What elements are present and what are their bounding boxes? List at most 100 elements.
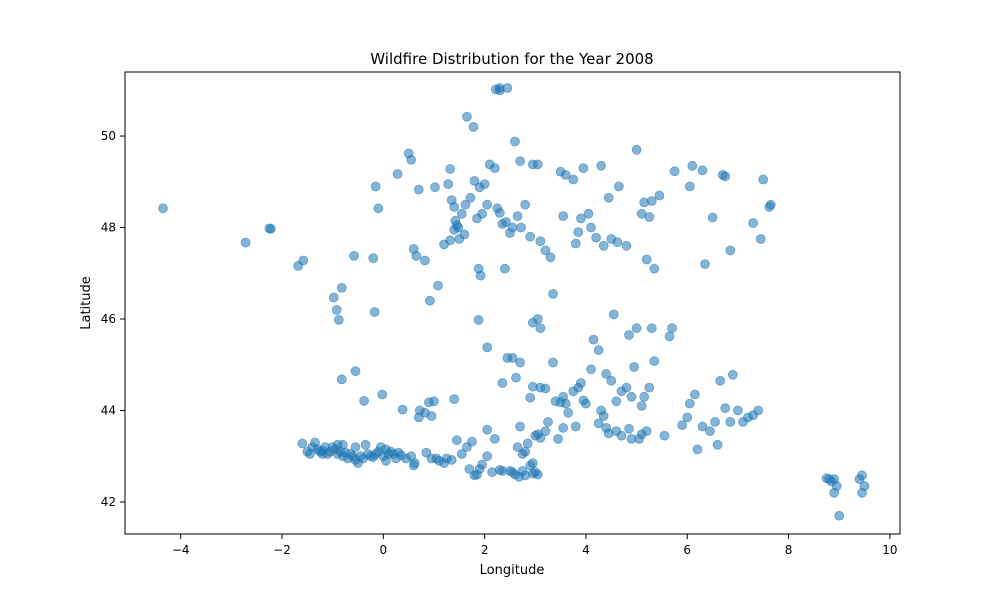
- data-point: [406, 154, 417, 165]
- data-point: [512, 442, 523, 453]
- y-tick-label: 50: [101, 129, 116, 143]
- data-point: [535, 236, 546, 247]
- data-point: [468, 122, 479, 132]
- x-axis: −4 −2 0 2 4 6 8 10: [172, 534, 898, 557]
- data-point: [641, 254, 652, 265]
- data-point: [467, 436, 477, 447]
- data-point: [624, 423, 634, 434]
- data-point: [525, 392, 536, 403]
- data-point: [411, 250, 422, 261]
- y-axis-label: Latitude: [79, 276, 94, 330]
- data-point: [520, 199, 531, 210]
- data-point: [479, 179, 490, 190]
- data-point: [482, 451, 493, 462]
- data-point: [608, 309, 619, 320]
- data-point: [697, 421, 708, 432]
- data-point: [414, 405, 425, 416]
- data-point: [465, 192, 476, 203]
- data-point: [489, 433, 500, 444]
- data-point: [350, 366, 361, 377]
- data-point: [240, 237, 251, 248]
- data-point: [298, 255, 309, 266]
- data-point: [758, 174, 769, 185]
- data-point: [265, 223, 276, 234]
- data-point: [553, 433, 563, 444]
- data-point: [459, 229, 470, 240]
- data-point: [558, 422, 569, 433]
- data-point: [720, 403, 731, 414]
- data-point: [692, 444, 703, 455]
- data-point: [560, 398, 571, 409]
- data-point: [446, 454, 457, 465]
- data-point: [474, 464, 485, 474]
- data-point: [527, 458, 538, 469]
- data-point: [558, 211, 569, 222]
- x-tick-label: 8: [785, 543, 793, 557]
- y-tick-label: 42: [101, 495, 116, 509]
- data-point: [593, 345, 604, 356]
- data-point: [548, 357, 558, 368]
- data-point: [705, 426, 715, 437]
- data-point: [616, 430, 627, 441]
- data-point: [639, 391, 650, 402]
- data-point: [614, 181, 624, 192]
- data-point: [644, 212, 655, 222]
- data-point: [684, 181, 695, 192]
- data-point: [489, 163, 500, 174]
- data-point: [649, 356, 660, 367]
- data-point: [857, 470, 867, 481]
- data-point: [511, 372, 521, 383]
- data-point: [532, 314, 543, 324]
- data-point: [712, 439, 723, 450]
- chart-title: Wildfire Distribution for the Year 2008: [370, 50, 653, 68]
- data-point: [512, 211, 523, 222]
- data-point: [499, 263, 510, 274]
- data-point: [482, 199, 493, 210]
- data-point: [733, 405, 743, 416]
- data-point: [540, 426, 551, 437]
- data-point: [710, 416, 720, 427]
- data-point: [829, 487, 840, 498]
- data-point: [631, 144, 642, 155]
- data-point: [350, 442, 361, 453]
- data-point: [598, 411, 609, 421]
- data-point: [456, 208, 467, 219]
- data-point: [581, 398, 591, 409]
- data-point: [304, 449, 315, 459]
- data-point: [576, 378, 586, 388]
- data-point: [419, 255, 430, 266]
- data-point: [591, 232, 601, 243]
- data-point: [563, 407, 574, 418]
- data-point: [727, 369, 738, 380]
- x-tick-label: −2: [273, 543, 291, 557]
- data-point: [158, 203, 168, 214]
- y-tick-label: 46: [101, 312, 116, 326]
- data-point: [543, 416, 553, 427]
- data-point: [570, 238, 581, 249]
- data-point: [548, 288, 558, 299]
- data-point: [690, 389, 700, 400]
- data-point: [514, 471, 524, 482]
- data-point: [576, 213, 586, 224]
- data-point: [532, 469, 543, 480]
- data-point: [545, 252, 556, 263]
- data-point: [654, 190, 665, 201]
- data-point: [573, 227, 584, 238]
- data-point: [380, 455, 391, 466]
- data-point: [834, 510, 845, 521]
- data-point: [707, 212, 718, 223]
- data-point: [392, 169, 403, 179]
- data-point: [453, 222, 464, 233]
- data-point: [725, 245, 736, 256]
- y-tick-label: 48: [101, 221, 116, 235]
- data-point: [588, 334, 599, 345]
- data-point: [659, 430, 670, 441]
- data-point: [369, 307, 380, 318]
- data-point: [631, 323, 642, 334]
- data-point: [748, 218, 758, 228]
- data-point: [469, 470, 480, 481]
- data-point: [624, 330, 634, 340]
- data-point: [644, 382, 655, 393]
- data-point: [560, 169, 571, 180]
